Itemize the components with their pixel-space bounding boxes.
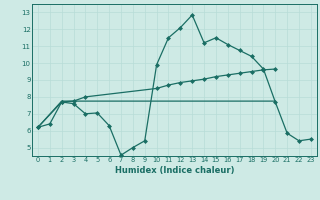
X-axis label: Humidex (Indice chaleur): Humidex (Indice chaleur) [115, 166, 234, 175]
